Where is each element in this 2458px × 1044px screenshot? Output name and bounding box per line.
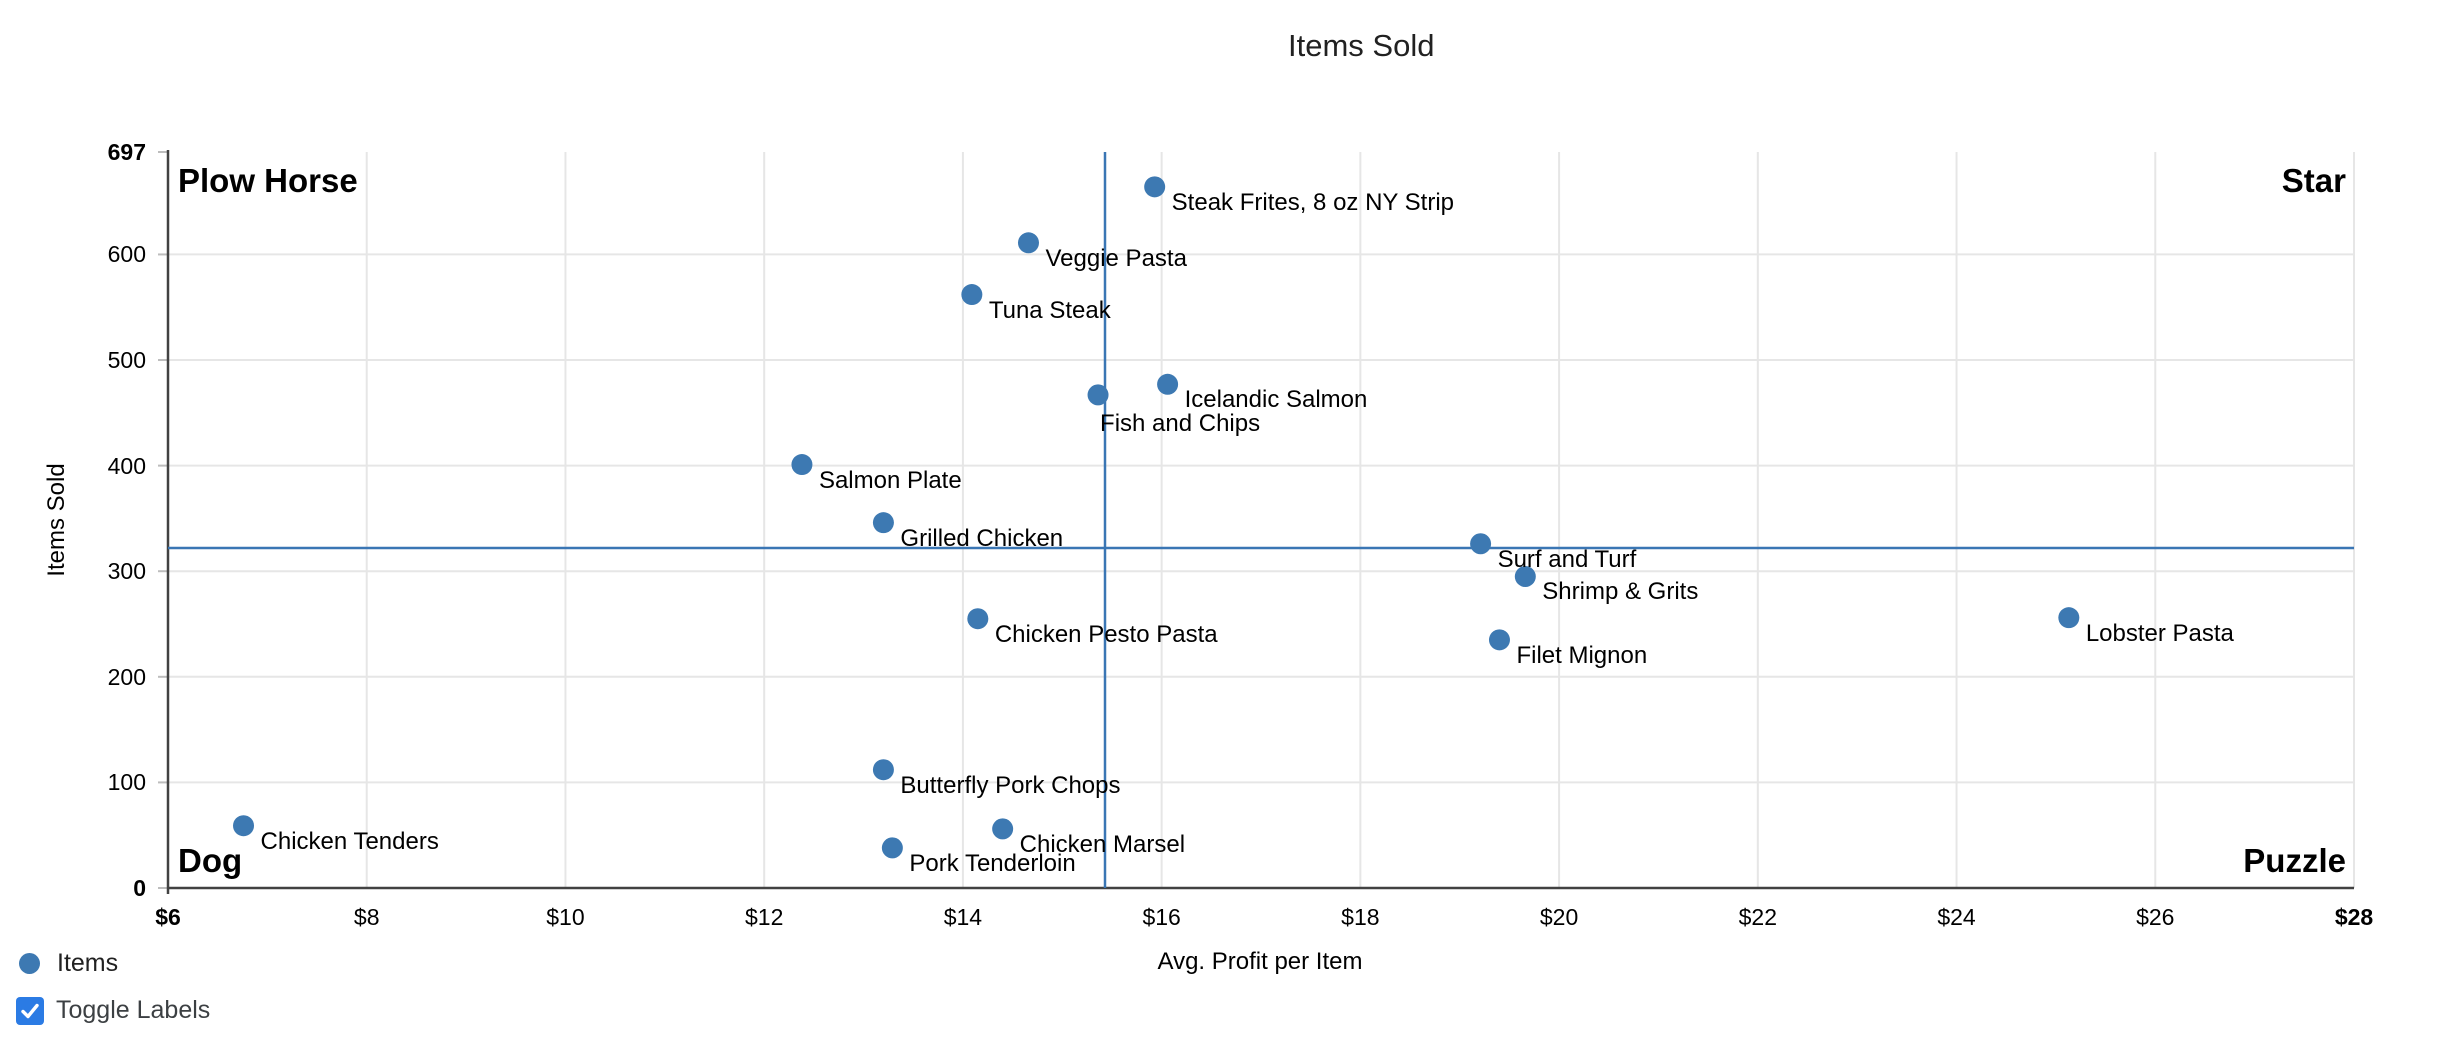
x-tick-label: $18 [1341, 904, 1380, 930]
y-tick-label: 697 [107, 139, 146, 165]
x-tick-label: $14 [943, 904, 983, 930]
scatter-point[interactable] [872, 512, 894, 534]
scatter-point[interactable] [872, 759, 894, 781]
scatter-point[interactable] [791, 454, 813, 476]
x-tick-label: $6 [155, 904, 181, 930]
quadrant-label-star: Star [2281, 162, 2346, 199]
y-tick-label: 600 [107, 241, 146, 268]
point-label: Grilled Chicken [900, 524, 1064, 552]
scatter-point[interactable] [881, 837, 903, 859]
point-label: Lobster Pasta [2085, 619, 2234, 647]
scatter-point[interactable] [1087, 384, 1109, 406]
x-tick-label: $20 [1539, 904, 1579, 930]
legend: Items [19, 948, 119, 977]
point-label: Veggie Pasta [1045, 244, 1187, 272]
toggle-labels-label: Toggle Labels [56, 996, 211, 1024]
y-tick-label: 500 [107, 347, 146, 374]
point-label: Tuna Steak [988, 296, 1111, 324]
scatter-point[interactable] [1488, 629, 1510, 651]
quadrant-label-dog: Dog [178, 842, 243, 879]
scatter-point[interactable] [1017, 232, 1039, 254]
quadrant-label-plow-horse: Plow Horse [178, 162, 358, 199]
scatter-point[interactable] [1157, 373, 1179, 395]
point-label: Pork Tenderloin [909, 849, 1076, 877]
toggle-labels-checkbox[interactable] [16, 996, 44, 1025]
scatter-point[interactable] [1470, 533, 1492, 555]
scatter-point[interactable] [1144, 176, 1166, 198]
y-tick-label: 300 [107, 558, 146, 585]
y-tick-label: 100 [107, 769, 146, 796]
point-label: Surf and Turf [1497, 545, 1637, 573]
point-label: Steak Frites, 8 oz NY Strip [1171, 188, 1454, 216]
point-label: Shrimp & Grits [1542, 578, 1699, 606]
x-axis-title: Avg. Profit per Item [1157, 948, 1363, 975]
legend-series-dot-icon [19, 952, 40, 974]
point-label: Icelandic Salmon [1184, 386, 1368, 414]
scatter-point[interactable] [992, 818, 1014, 840]
x-tick-label: $8 [353, 904, 380, 930]
scatter-point[interactable] [961, 284, 983, 306]
scatter-point[interactable] [233, 815, 255, 837]
toggle-labels-control[interactable]: Toggle Labels [16, 996, 210, 1025]
x-tick-label: $16 [1142, 904, 1181, 930]
scatter-point[interactable] [967, 608, 989, 630]
y-tick-label: 0 [133, 875, 146, 901]
point-label: Salmon Plate [818, 466, 962, 494]
x-tick-label: $10 [546, 904, 585, 930]
point-label: Filet Mignon [1516, 641, 1648, 669]
x-tick-label: $22 [1738, 904, 1777, 930]
legend-series-label: Items [57, 948, 119, 977]
scatter-point[interactable] [1514, 565, 1536, 587]
chart-title: Items Sold [1288, 28, 1435, 63]
y-tick-label: 400 [107, 452, 146, 479]
x-tick-label: $28 [2334, 904, 2374, 930]
y-tick-label: 200 [107, 663, 146, 690]
point-label: Butterfly Pork Chops [900, 771, 1121, 799]
x-tick-label: $26 [2136, 904, 2175, 930]
scatter-point[interactable] [2058, 607, 2080, 629]
x-tick-label: $12 [744, 904, 784, 930]
point-label: Chicken Marsel [1019, 830, 1186, 858]
point-label: Fish and Chips [1100, 409, 1261, 437]
point-label: Chicken Pesto Pasta [994, 620, 1218, 648]
x-tick-label: $24 [1937, 904, 1976, 930]
point-label: Chicken Tenders [260, 827, 439, 855]
checkmark-icon [21, 1003, 39, 1018]
quadrant-label-puzzle: Puzzle [2243, 842, 2346, 879]
